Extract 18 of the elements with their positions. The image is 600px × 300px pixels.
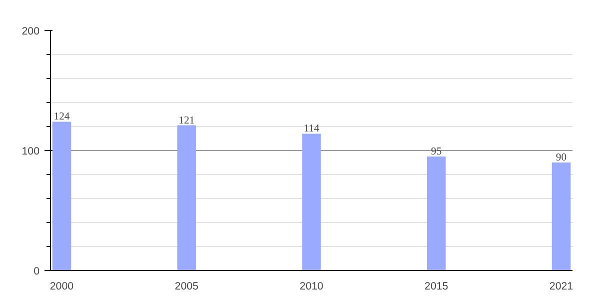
bar — [52, 122, 72, 270]
bar — [552, 162, 571, 270]
x-tick-label: 2000 — [50, 280, 74, 292]
bar — [302, 134, 321, 270]
x-tick-label: 2015 — [424, 280, 448, 292]
data-label: 121 — [178, 115, 195, 126]
y-tick-label: 200 — [22, 26, 40, 38]
x-tick-label: 2005 — [174, 280, 199, 292]
x-tick-label: 2010 — [300, 280, 324, 292]
y-tick-label: 0 — [34, 266, 40, 278]
y-tick-label: 100 — [22, 146, 40, 158]
data-label: 114 — [304, 124, 320, 135]
data-label: 90 — [556, 152, 567, 164]
bar — [177, 125, 196, 270]
data-label: 95 — [431, 146, 442, 158]
bar — [427, 156, 446, 270]
x-tick-label: 2021 — [549, 280, 574, 292]
data-label: 124 — [54, 112, 70, 123]
